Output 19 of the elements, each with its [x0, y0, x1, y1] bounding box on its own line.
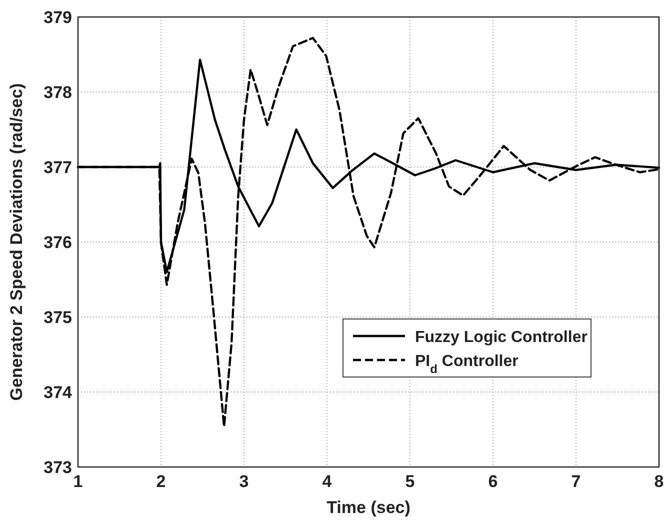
- x-tick-label: 3: [239, 472, 249, 491]
- y-tick-label: 376: [44, 233, 72, 252]
- legend-label: Fuzzy Logic Controller: [415, 329, 588, 346]
- x-tick-label: 4: [322, 472, 332, 491]
- legend-label: PI$_{d}$ Controller: [415, 353, 518, 376]
- y-axis-title: Generator 2 Speed Deviations (rad/sec): [7, 83, 26, 401]
- x-tick-label: 8: [654, 472, 664, 491]
- x-axis-title: Time (sec): [326, 498, 410, 517]
- y-tick-label: 377: [44, 158, 72, 177]
- x-tick-label: 5: [405, 472, 415, 491]
- y-tick-label: 374: [44, 383, 73, 402]
- x-tick-label: 2: [156, 472, 166, 491]
- y-tick-label: 378: [44, 83, 72, 102]
- x-tick-label: 6: [488, 472, 498, 491]
- x-tick-label: 1: [73, 472, 83, 491]
- y-tick-label: 373: [44, 458, 72, 477]
- x-tick-label: 7: [571, 472, 581, 491]
- y-tick-label: 379: [44, 8, 72, 27]
- y-tick-label: 375: [44, 308, 72, 327]
